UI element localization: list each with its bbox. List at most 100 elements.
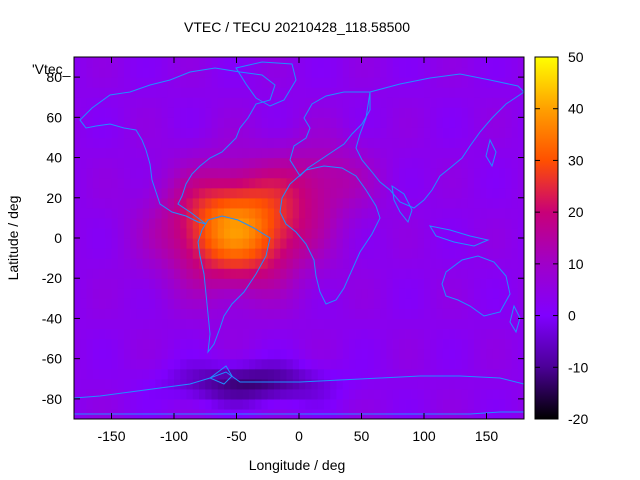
heatmap-cell	[486, 197, 494, 209]
heatmap-cell	[149, 107, 156, 118]
heatmap-cell	[205, 388, 213, 400]
heatmap-cell	[442, 338, 450, 350]
heatmap-cell	[386, 398, 394, 410]
heatmap-cell	[205, 87, 213, 98]
heatmap-cell	[149, 278, 156, 289]
heatmap-cell	[192, 157, 200, 169]
heatmap-cell	[280, 197, 288, 209]
heatmap-cell	[380, 348, 388, 360]
heatmap-cell	[499, 117, 506, 128]
heatmap-cell	[174, 87, 181, 98]
heatmap-cell	[230, 398, 238, 410]
heatmap-cell	[505, 187, 513, 199]
heatmap-cell	[211, 338, 219, 350]
heatmap-cell	[380, 308, 388, 320]
heatmap-cell	[455, 87, 463, 98]
heatmap-cell	[217, 398, 225, 410]
heatmap-cell	[467, 398, 475, 410]
heatmap-cell	[361, 147, 369, 159]
heatmap-cell	[111, 298, 119, 309]
heatmap-cell	[405, 157, 413, 169]
heatmap-cell	[317, 308, 325, 320]
heatmap-cell	[436, 378, 444, 390]
heatmap-cell	[292, 117, 300, 128]
heatmap-cell	[180, 318, 188, 330]
heatmap-cell	[299, 308, 306, 320]
heatmap-cell	[230, 97, 238, 108]
heatmap-cell	[499, 378, 506, 390]
heatmap-cell	[80, 57, 88, 68]
heatmap-cell	[111, 378, 119, 390]
heatmap-cell	[224, 137, 231, 149]
heatmap-cell	[505, 137, 513, 149]
heatmap-cell	[342, 368, 350, 380]
heatmap-cell	[255, 217, 263, 229]
heatmap-cell	[280, 87, 288, 98]
heatmap-cell	[411, 398, 419, 410]
heatmap-cell	[249, 167, 256, 179]
heatmap-cell	[230, 167, 238, 179]
heatmap-cell	[386, 67, 394, 78]
heatmap-cell	[117, 348, 125, 360]
heatmap-cell	[274, 338, 281, 350]
heatmap-cell	[324, 308, 331, 320]
heatmap-cell	[180, 368, 188, 380]
heatmap-cell	[117, 57, 125, 68]
heatmap-cell	[330, 137, 338, 149]
heatmap-cell	[399, 147, 406, 159]
heatmap-cell	[217, 298, 225, 309]
heatmap-cell	[380, 368, 388, 380]
heatmap-cell	[505, 217, 513, 229]
heatmap-cell	[430, 238, 438, 249]
heatmap-cell	[80, 288, 88, 299]
heatmap-cell	[105, 378, 113, 390]
heatmap-cell	[280, 157, 288, 169]
heatmap-cell	[86, 358, 94, 370]
heatmap-cell	[392, 348, 400, 360]
heatmap-cell	[92, 217, 100, 229]
heatmap-cell	[111, 288, 119, 299]
heatmap-cell	[305, 308, 313, 320]
heatmap-cell	[417, 147, 425, 159]
heatmap-cell	[349, 338, 356, 350]
heatmap-cell	[342, 238, 350, 249]
heatmap-cell	[230, 127, 238, 139]
heatmap-cell	[430, 157, 438, 169]
heatmap-cell	[317, 97, 325, 108]
heatmap-cell	[211, 378, 219, 390]
x-axis-ticks: -150 -100 -50 0 50 100 150	[97, 57, 498, 444]
heatmap-cell	[392, 268, 400, 279]
heatmap-cell	[205, 288, 213, 299]
heatmap-cell	[349, 207, 356, 219]
heatmap-cell	[124, 227, 131, 239]
heatmap-cell	[192, 207, 200, 219]
heatmap-cell	[442, 258, 450, 269]
heatmap-cell	[317, 187, 325, 199]
heatmap-cell	[499, 227, 506, 239]
heatmap-cell	[424, 137, 431, 149]
heatmap-cell	[261, 157, 269, 169]
heatmap-cell	[430, 348, 438, 360]
heatmap-cell	[74, 238, 81, 249]
heatmap-cell	[74, 308, 81, 320]
heatmap-cell	[374, 77, 381, 88]
heatmap-cell	[392, 328, 400, 340]
heatmap-cell	[236, 57, 244, 68]
heatmap-cell	[180, 348, 188, 360]
heatmap-cell	[499, 167, 506, 179]
heatmap-cell	[267, 167, 275, 179]
heatmap-cell	[474, 227, 481, 239]
x-tick-label: -100	[160, 428, 188, 444]
heatmap-cell	[342, 167, 350, 179]
heatmap-cell	[105, 77, 113, 88]
heatmap-cell	[117, 338, 125, 350]
heatmap-cell	[286, 207, 294, 219]
heatmap-cell	[205, 77, 213, 88]
heatmap-cell	[80, 177, 88, 189]
heatmap-cell	[136, 268, 144, 279]
heatmap-cell	[74, 197, 81, 209]
heatmap-cell	[261, 107, 269, 118]
heatmap-cell	[255, 197, 263, 209]
heatmap-cell	[467, 238, 475, 249]
heatmap-cell	[186, 57, 194, 68]
